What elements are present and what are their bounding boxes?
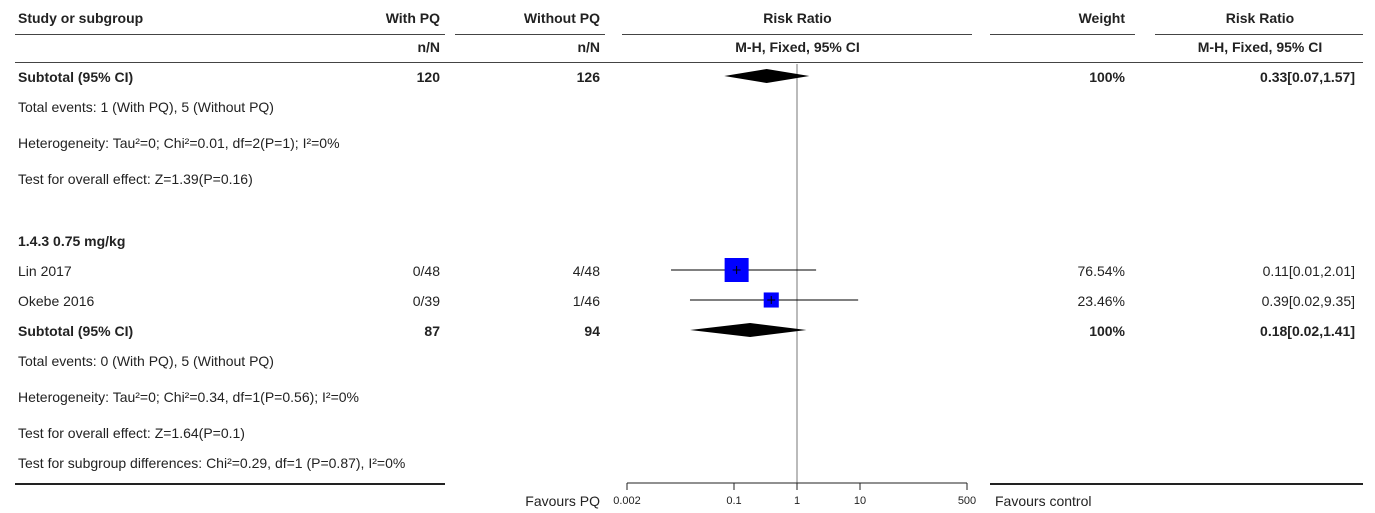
subgroup-differences: Test for subgroup differences: Chi²=0.29… [18, 455, 406, 471]
subtotal-without: 126 [576, 69, 600, 85]
header-divider [622, 34, 972, 35]
x-tick-label: 1 [794, 495, 800, 507]
col-study-header: Study or subgroup [18, 10, 144, 26]
col-method-right: M-H, Fixed, 95% CI [1197, 39, 1323, 55]
subgroup-title: 1.4.3 0.75 mg/kg [18, 233, 126, 249]
subtotal-with: 120 [416, 69, 440, 85]
header-divider [1155, 34, 1363, 35]
subtotal-with: 87 [424, 323, 440, 339]
subtotal-label: Subtotal (95% CI) [18, 69, 134, 85]
subtotal-diamond [689, 323, 807, 337]
study-with: 0/39 [412, 293, 440, 309]
favours-right-label: Favours control [995, 493, 1092, 509]
col-risk-ratio-right-header: Risk Ratio [1225, 10, 1295, 26]
study-name: Okebe 2016 [18, 293, 95, 309]
footer-rule [15, 483, 445, 485]
study-name: Lin 2017 [18, 263, 72, 279]
study-with: 0/48 [412, 263, 440, 279]
subtotal-weight: 100% [1089, 69, 1125, 85]
col-risk-ratio-header: Risk Ratio [763, 10, 832, 26]
study-without: 1/46 [572, 293, 600, 309]
header-bottom-rule [15, 62, 1363, 63]
header-divider [15, 34, 445, 35]
x-tick-label: 500 [958, 495, 976, 507]
subtotal-without: 94 [584, 323, 600, 339]
col-method-mid: M-H, Fixed, 95% CI [735, 39, 860, 55]
study-weight: 23.46% [1077, 293, 1125, 309]
x-tick-label: 10 [854, 495, 866, 507]
heterogeneity: Heterogeneity: Tau²=0; Chi²=0.34, df=1(P… [18, 389, 360, 405]
col-without-pq-header: Without PQ [523, 10, 600, 26]
heterogeneity: Heterogeneity: Tau²=0; Chi²=0.01, df=2(P… [18, 135, 340, 151]
x-tick-label: 0.002 [613, 495, 641, 507]
study-without: 4/48 [572, 263, 600, 279]
subtotal-ci: 0.33[0.07,1.57] [1260, 69, 1355, 85]
subtotal-ci: 0.18[0.02,1.41] [1260, 323, 1355, 339]
overall-effect: Test for overall effect: Z=1.64(P=0.1) [18, 425, 245, 441]
subtotal-label: Subtotal (95% CI) [18, 323, 134, 339]
subtotal-weight: 100% [1089, 323, 1125, 339]
subtotal-diamond [724, 69, 810, 83]
col-without-nN: n/N [577, 39, 600, 55]
col-with-pq-header: With PQ [385, 10, 440, 26]
x-tick-label: 0.1 [726, 495, 741, 507]
header-divider [455, 34, 605, 35]
col-with-nN: n/N [417, 39, 440, 55]
study-weight: 76.54% [1077, 263, 1125, 279]
favours-left-label: Favours PQ [525, 493, 600, 509]
total-events: Total events: 0 (With PQ), 5 (Without PQ… [18, 353, 274, 369]
header-divider [990, 34, 1135, 35]
study-ci: 0.11[0.01,2.01] [1262, 263, 1355, 279]
footer-rule [990, 483, 1363, 485]
total-events: Total events: 1 (With PQ), 5 (Without PQ… [18, 99, 274, 115]
study-ci: 0.39[0.02,9.35] [1261, 293, 1355, 309]
col-weight-header: Weight [1078, 10, 1125, 26]
overall-effect: Test for overall effect: Z=1.39(P=0.16) [18, 171, 253, 187]
